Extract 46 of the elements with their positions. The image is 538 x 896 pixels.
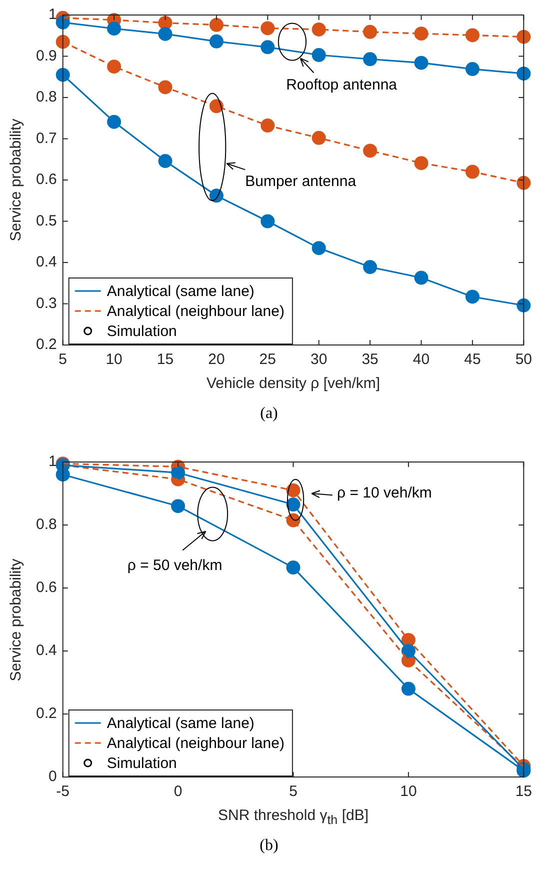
- legend-label: Simulation: [106, 755, 177, 772]
- x-tick-label: -5: [56, 783, 70, 800]
- x-tick-label: 5: [58, 351, 68, 368]
- x-tick-label: 10: [106, 351, 122, 368]
- text: (a): [259, 405, 279, 423]
- x-tick-label: 35: [362, 351, 378, 368]
- y-tick-label: 0: [48, 768, 57, 786]
- legend-label: Analytical (neighbour lane): [106, 735, 284, 752]
- y-tick-label: 0.8: [36, 516, 57, 534]
- y-tick-label: 1: [48, 6, 57, 24]
- y-tick-label: 0.9: [36, 47, 57, 64]
- legend-label: Analytical (neighbour lane): [106, 303, 284, 320]
- y-tick-label: 0.2: [36, 705, 57, 722]
- y-axis-title: Service probability: [8, 558, 24, 681]
- y-tick-label: 0.3: [36, 294, 57, 312]
- text: (b): [258, 837, 280, 855]
- legend-label: Analytical (same lane): [106, 715, 254, 732]
- x-tick-label: 25: [259, 351, 276, 368]
- x-tick-label: 45: [464, 351, 481, 368]
- annotation: Bumper antenna: [245, 173, 357, 190]
- y-tick-label: 0.7: [36, 130, 57, 147]
- y-tick-label: 0.4: [36, 642, 57, 660]
- legend-label: Simulation: [106, 323, 177, 340]
- x-tick-label: 0: [174, 783, 182, 800]
- y-tick-label: 0.2: [36, 336, 57, 354]
- x-tick-label: 15: [156, 351, 174, 368]
- y-tick-label: 0.5: [36, 212, 57, 230]
- x-tick-label: 20: [208, 351, 225, 368]
- legend-label: Analytical (same lane): [106, 283, 254, 300]
- y-axis-title: Service probability: [8, 118, 24, 242]
- x-tick-label: 15: [515, 783, 532, 800]
- y-tick-label: 0.6: [36, 171, 57, 188]
- y-tick-label: 0.8: [36, 88, 57, 106]
- annotation: Rooftop antenna: [286, 76, 398, 94]
- x-tick-label: 30: [310, 351, 328, 368]
- y-tick-label: 0.4: [36, 254, 57, 271]
- x-tick-label: 50: [515, 351, 532, 368]
- x-tick-label: 40: [412, 351, 430, 368]
- x-tick-label: 10: [400, 783, 417, 800]
- x-axis-title: SNR threshold γ$_{th}$ [dB]: [218, 807, 369, 827]
- x-axis-title: Vehicle density ρ [veh/km]: [206, 375, 380, 392]
- y-tick-label: 1: [48, 453, 57, 470]
- annotation: ρ = 10 veh/km: [337, 484, 432, 502]
- x-tick-label: 5: [289, 783, 298, 800]
- annotation: ρ = 50 veh/km: [127, 557, 222, 574]
- y-tick-label: 0.6: [36, 579, 57, 596]
